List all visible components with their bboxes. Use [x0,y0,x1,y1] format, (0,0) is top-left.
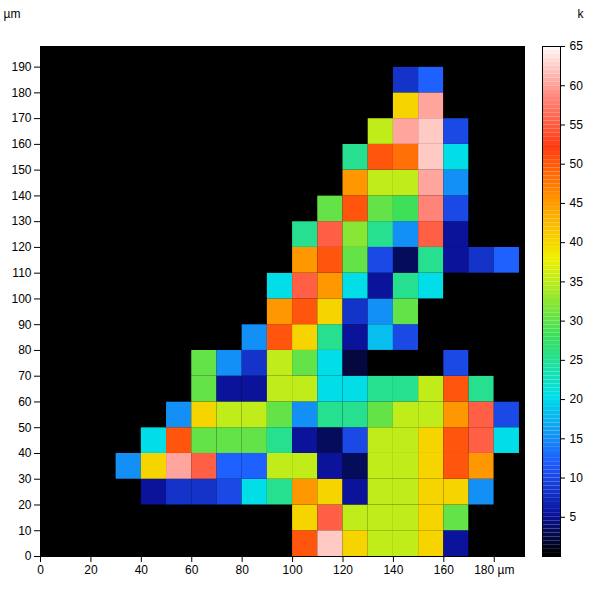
svg-text:20: 20 [570,392,584,406]
svg-text:170: 170 [11,111,31,125]
svg-text:30: 30 [570,314,584,328]
svg-text:50: 50 [570,157,584,171]
svg-text:65: 65 [570,39,584,53]
svg-text:180 µm: 180 µm [474,563,514,577]
svg-text:130: 130 [11,214,31,228]
svg-text:120: 120 [333,563,353,577]
svg-text:60: 60 [185,563,199,577]
svg-text:10: 10 [570,471,584,485]
svg-text:150: 150 [11,163,31,177]
svg-text:35: 35 [570,275,584,289]
svg-text:160: 160 [434,563,454,577]
svg-text:45: 45 [570,196,584,210]
svg-text:15: 15 [570,432,584,446]
svg-text:60: 60 [570,79,584,93]
svg-text:180: 180 [11,86,31,100]
svg-text:10: 10 [18,524,32,538]
svg-text:50: 50 [18,421,32,435]
svg-text:140: 140 [383,563,403,577]
svg-text:140: 140 [11,189,31,203]
svg-text:20: 20 [84,563,98,577]
svg-text:40: 40 [570,235,584,249]
svg-text:80: 80 [235,563,249,577]
svg-text:120: 120 [11,240,31,254]
svg-text:100: 100 [11,292,31,306]
svg-text:55: 55 [570,118,584,132]
svg-text:160: 160 [11,137,31,151]
svg-text:40: 40 [135,563,149,577]
svg-text:110: 110 [12,266,31,280]
svg-text:70: 70 [18,369,32,383]
svg-text:k: k [578,7,585,21]
svg-text:60: 60 [18,395,32,409]
svg-text:5: 5 [570,510,577,524]
svg-text:80: 80 [18,343,32,357]
svg-text:0: 0 [37,563,44,577]
svg-text:100: 100 [283,563,303,577]
svg-text:190: 190 [11,60,31,74]
svg-text:40: 40 [18,446,32,460]
svg-text:20: 20 [18,498,32,512]
svg-text:µm: µm [4,7,21,21]
svg-text:90: 90 [18,318,32,332]
svg-text:0: 0 [25,549,32,563]
svg-text:30: 30 [18,472,32,486]
svg-text:25: 25 [570,353,584,367]
